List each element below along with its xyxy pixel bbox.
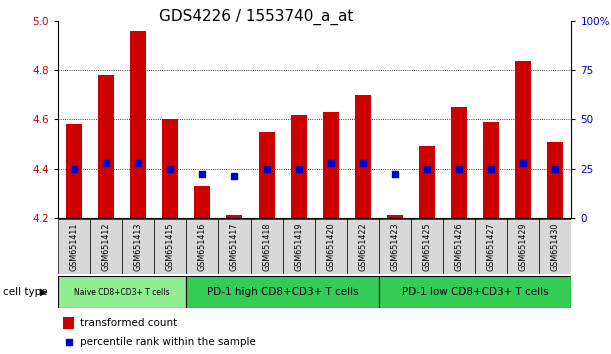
Text: cell type: cell type: [3, 287, 48, 297]
Bar: [483, 122, 499, 218]
Bar: [283, 219, 315, 274]
Text: GSM651425: GSM651425: [422, 223, 431, 271]
Bar: [155, 219, 186, 274]
Bar: [547, 142, 563, 218]
Bar: [540, 219, 571, 274]
Text: GSM651415: GSM651415: [166, 223, 175, 271]
Text: PD-1 low CD8+CD3+ T cells: PD-1 low CD8+CD3+ T cells: [402, 287, 548, 297]
Text: GSM651430: GSM651430: [551, 223, 560, 271]
Text: GSM651417: GSM651417: [230, 223, 239, 271]
Text: Naive CD8+CD3+ T cells: Naive CD8+CD3+ T cells: [75, 287, 170, 297]
Text: percentile rank within the sample: percentile rank within the sample: [79, 337, 255, 347]
Point: [294, 166, 304, 171]
Bar: [227, 215, 243, 218]
Point: [166, 166, 175, 171]
Bar: [451, 107, 467, 218]
Point: [358, 160, 368, 166]
Bar: [315, 219, 347, 274]
Point: [518, 160, 528, 166]
Text: PD-1 high CD8+CD3+ T cells: PD-1 high CD8+CD3+ T cells: [207, 287, 359, 297]
Point: [133, 160, 143, 166]
Point: [390, 172, 400, 177]
Bar: [58, 219, 90, 274]
Text: GSM651418: GSM651418: [262, 223, 271, 271]
Point: [486, 166, 496, 171]
Bar: [515, 61, 531, 218]
Text: GSM651413: GSM651413: [134, 223, 143, 271]
Text: GSM651426: GSM651426: [455, 223, 464, 271]
Text: GSM651412: GSM651412: [101, 223, 111, 271]
Bar: [219, 219, 251, 274]
Bar: [507, 219, 540, 274]
Point: [197, 172, 207, 177]
Text: GSM651423: GSM651423: [390, 223, 400, 271]
Bar: [347, 219, 379, 274]
Point: [422, 166, 432, 171]
Bar: [98, 75, 114, 218]
Bar: [186, 276, 379, 308]
Bar: [387, 215, 403, 218]
Bar: [291, 115, 307, 218]
Text: GSM651416: GSM651416: [198, 223, 207, 271]
Text: transformed count: transformed count: [79, 318, 177, 328]
Bar: [419, 147, 435, 218]
Bar: [63, 316, 75, 329]
Text: GSM651420: GSM651420: [326, 223, 335, 271]
Point: [64, 339, 74, 345]
Text: GSM651429: GSM651429: [519, 223, 528, 271]
Bar: [130, 31, 146, 218]
Bar: [122, 219, 155, 274]
Text: ▶: ▶: [40, 287, 48, 297]
Point: [454, 166, 464, 171]
Bar: [475, 219, 507, 274]
Bar: [66, 124, 82, 218]
Bar: [90, 219, 122, 274]
Bar: [411, 219, 443, 274]
Bar: [194, 186, 210, 218]
Text: GSM651411: GSM651411: [70, 223, 79, 271]
Bar: [58, 276, 186, 308]
Point: [69, 166, 79, 171]
Bar: [323, 112, 338, 218]
Text: GSM651422: GSM651422: [358, 223, 367, 271]
Bar: [258, 132, 274, 218]
Point: [326, 160, 335, 166]
Bar: [251, 219, 283, 274]
Point: [262, 166, 271, 171]
Bar: [163, 119, 178, 218]
Point: [551, 166, 560, 171]
Text: GSM651427: GSM651427: [486, 223, 496, 271]
Point: [101, 160, 111, 166]
Text: GSM651419: GSM651419: [294, 223, 303, 271]
Bar: [379, 219, 411, 274]
Bar: [443, 219, 475, 274]
Bar: [379, 276, 571, 308]
Text: GDS4226 / 1553740_a_at: GDS4226 / 1553740_a_at: [159, 9, 354, 25]
Point: [230, 173, 240, 179]
Bar: [355, 95, 371, 218]
Bar: [186, 219, 219, 274]
